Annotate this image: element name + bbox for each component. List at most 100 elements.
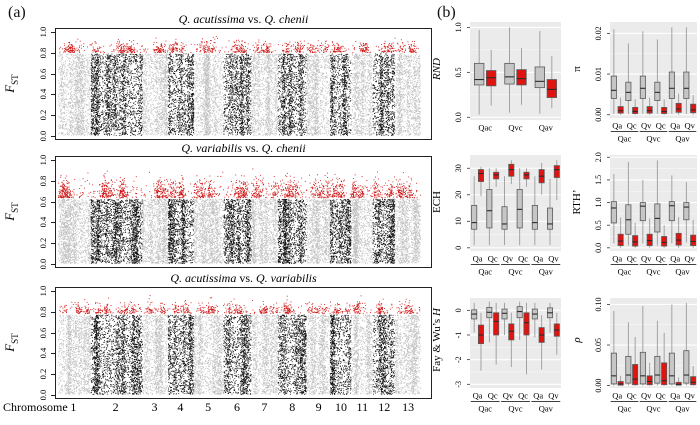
y-tick-label: 0.10 [594,297,603,311]
y-tick-mark [51,311,55,313]
y-tick-label: 0.02 [594,26,603,40]
red-box [690,234,697,246]
y-tick-mark [51,73,55,75]
fst-axis-title-2: FST [2,202,20,221]
red-box [661,107,668,114]
y-tick-label: 0.8 [38,306,48,318]
gray-box [639,75,646,99]
y-tick-label: 0.01 [594,67,603,81]
red-box [553,165,560,178]
species-left: Q. acutissima [178,12,245,26]
x-tick-label: Qc [627,254,637,264]
y-tick-mark [51,264,55,265]
group-label: Qav [539,404,554,414]
x-tick-label: Qv [503,254,514,264]
x-tick-label: Qv [685,121,696,131]
gray-box [547,207,554,230]
x-tick-label: Qv [685,254,696,264]
fst-plot-title-2: Q. variabilis vs. Q. chenii [55,141,432,156]
fst-scatter-canvas-3 [56,288,431,398]
x-tick-label: Qv [641,121,652,131]
red-box [493,171,500,180]
rho-boxplot: 0.00 0.05 0.10 Qa Qc Qv Qc Qa Qv Qac Qvc Qav [594,297,697,414]
y-tick-label: 0.6 [38,196,48,207]
gray-box [474,62,485,86]
x-tick-label: Qvc [508,123,522,133]
gray-box [610,201,617,224]
fst-plot-frame-1 [55,28,432,140]
gray-box [504,62,515,85]
rho-axis-title: ρ [571,337,583,343]
red-box [617,381,624,386]
y-tick-mark [51,32,55,33]
fst-plot-frame-3 [55,287,432,399]
chromosome-label: 6 [234,400,240,414]
y-tick-label: 0.8 [38,175,48,187]
y-tick-label: 0.5 [454,67,463,77]
red-box [617,233,624,246]
red-box [493,312,500,336]
species-left: Q. acutissima [170,271,237,285]
y-tick-label: 0.2 [38,368,48,380]
chromosome-label: 3 [151,400,158,414]
red-box [617,106,624,114]
gray-box [654,355,661,384]
panel-a-label: (a) [8,4,26,21]
gray-box [639,202,646,222]
gray-box [639,351,646,385]
gray-box [668,201,675,222]
y-tick-mark [51,374,55,376]
y-tick-label: 1.0 [38,26,48,38]
red-box [516,69,527,86]
y-tick-label: 0.05 [594,338,603,352]
red-box [632,235,639,247]
plot-area [470,298,561,388]
red-box [675,381,682,386]
fay-wu-axis-title: Fay & Wu’s H [431,308,443,372]
y-tick-label: 20 [454,191,463,199]
plot-area [610,298,697,388]
gray-box [516,189,523,229]
x-tick-label: Qa [612,254,622,264]
y-tick-mark [51,136,55,137]
red-box [523,171,530,180]
red-box [508,163,515,177]
y-tick-label: 1.0 [454,22,463,32]
y-tick-mark [51,353,55,355]
pi-axis-title: π [571,66,583,72]
y-tick-label: 0.6 [38,327,48,338]
species-right: Q. chenii [261,141,306,155]
gray-box [471,204,478,230]
red-box [690,103,697,114]
red-box [546,79,557,98]
red-box [675,232,682,246]
gray-box [534,66,545,89]
y-tick-mark [51,201,55,203]
x-tick-label: Qav [539,123,554,133]
y-tick-label: 0.4 [38,217,48,228]
gray-box [668,352,675,385]
chromosome-label: 5 [205,400,212,414]
y-tick-label: 0 [454,246,463,250]
red-box [508,323,515,341]
red-box [675,102,682,113]
gray-box [610,75,617,99]
gray-box [625,81,632,101]
y-tick-label: 0.8 [38,47,48,59]
rth-axis-title: RTH’ [571,189,583,215]
chromosome-label: 10 [334,400,347,414]
x-tick-label: Qv [641,391,652,401]
group-label: Qac [618,267,632,277]
vs-text: vs. [242,141,262,155]
y-tick-label: 0.0 [38,258,48,270]
x-tick-label: Qa [533,254,543,264]
group-label: Qac [618,404,632,414]
plot-area [470,22,561,120]
x-tick-label: Qa [473,254,483,264]
x-tick-label: Qa [612,391,622,401]
species-left: Q. variabilis [181,141,242,155]
chromosome-label: 8 [289,400,296,414]
y-tick-label: 30 [454,164,463,172]
x-tick-label: Qa [670,254,680,264]
group-label: Qvc [646,267,660,277]
